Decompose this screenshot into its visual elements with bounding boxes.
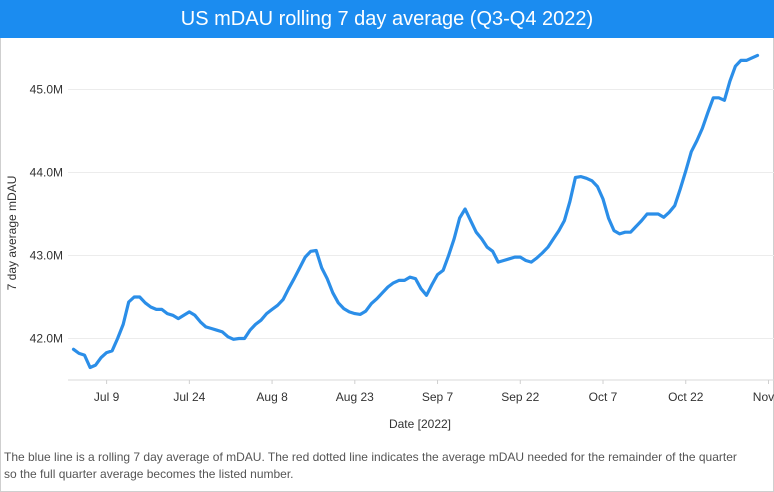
y-tick-label: 42.0M — [30, 331, 63, 345]
y-axis-label: 7 day average mDAU — [5, 176, 19, 291]
y-axis: 42.0M 43.0M 44.0M 45.0M — [30, 82, 63, 345]
x-tick-label: Jul 24 — [173, 390, 205, 404]
x-tick-label: Jul 9 — [94, 390, 120, 404]
x-tick-label: Sep 7 — [422, 390, 454, 404]
x-tick-label: Nov 6 — [753, 390, 774, 404]
series-line — [71, 53, 760, 370]
caption-line-1: The blue line is a rolling 7 day average… — [4, 450, 737, 464]
chart-title: US mDAU rolling 7 day average (Q3-Q4 202… — [0, 0, 774, 38]
x-tick-label: Aug 8 — [256, 390, 288, 404]
caption-line-2: so the full quarter average becomes the … — [4, 467, 294, 481]
chart-caption: The blue line is a rolling 7 day average… — [4, 449, 774, 483]
x-axis: Jul 9 Jul 24 Aug 8 Aug 23 Sep 7 Sep 22 Oct 7 Oc… — [94, 380, 774, 404]
x-tick-label: Oct 22 — [668, 390, 704, 404]
line-chart: Jul 9 Jul 24 Aug 8 Aug 23 Sep 7 Sep 22 Oct 7 Oc… — [5, 53, 774, 431]
x-tick-label: Aug 23 — [336, 390, 374, 404]
y-tick-label: 45.0M — [30, 82, 63, 96]
x-tick-label: Sep 22 — [501, 390, 539, 404]
gridlines — [68, 88, 774, 339]
y-tick-label: 43.0M — [30, 248, 63, 262]
x-axis-label: Date [2022] — [389, 417, 451, 431]
x-tick-label: Oct 7 — [589, 390, 618, 404]
y-tick-label: 44.0M — [30, 165, 63, 179]
